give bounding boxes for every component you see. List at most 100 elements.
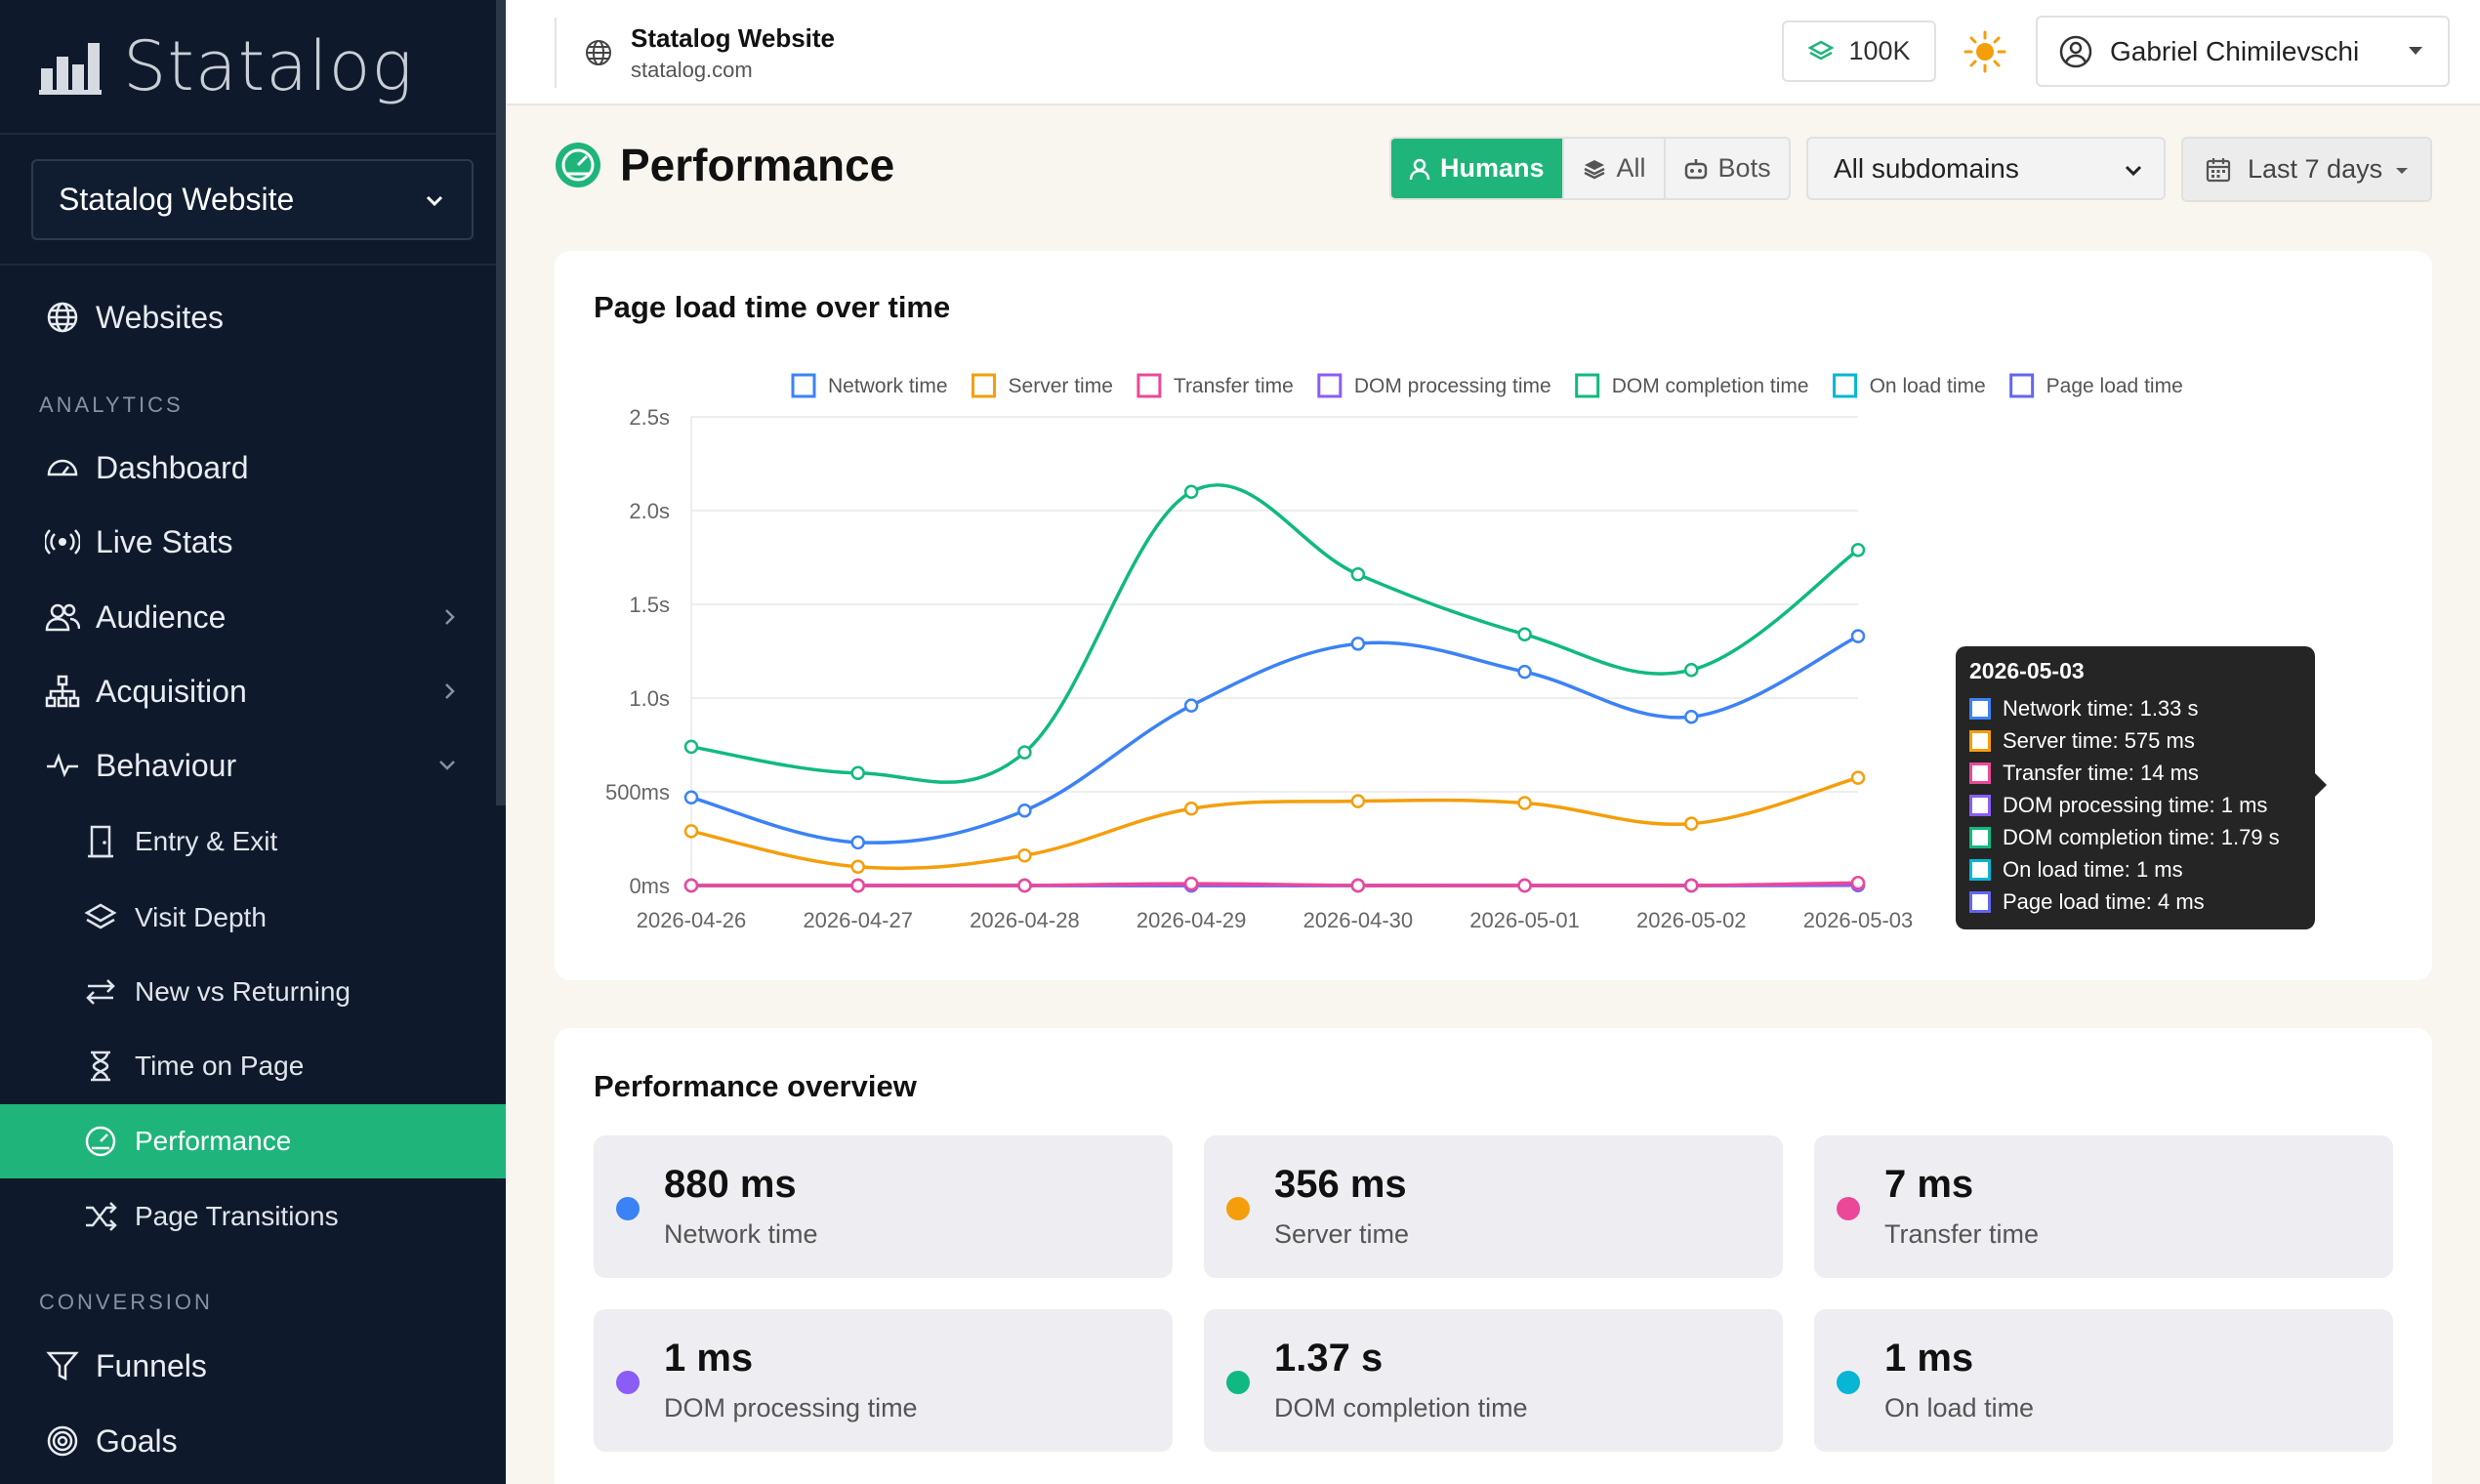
current-site[interactable]: Statalog Website statalog.com — [555, 18, 835, 88]
caret-down-icon — [2396, 168, 2408, 174]
data-point — [850, 765, 865, 781]
x-tick-label: 2026-05-01 — [1469, 908, 1580, 932]
arrows-exchange-icon — [84, 975, 117, 1009]
sidebar-item-acquisition[interactable]: Acquisition — [0, 654, 506, 728]
date-range-picker[interactable]: Last 7 days — [2181, 137, 2432, 202]
legend-swatch — [2009, 373, 2035, 398]
section-label-conversion: CONVERSION — [39, 1290, 213, 1314]
plan-badge[interactable]: 100K — [1782, 21, 1936, 82]
sun-icon[interactable] — [1961, 27, 2009, 76]
stat-dot — [1226, 1371, 1250, 1394]
sidebar-item-label: Behaviour — [96, 747, 237, 783]
x-tick-label: 2026-04-27 — [803, 908, 913, 932]
activity-icon — [45, 748, 80, 783]
tooltip-text: Server time: 575 ms — [2003, 727, 2195, 753]
tooltip-title: 2026-05-03 — [1969, 658, 2085, 683]
calendar-icon — [2206, 157, 2231, 182]
tooltip-swatch — [1969, 794, 1991, 816]
data-point — [850, 835, 865, 850]
site-name: Statalog Website — [631, 22, 836, 53]
sidebar-item-performance[interactable]: Performance — [0, 1104, 506, 1178]
y-tick-label: 1.0s — [629, 686, 670, 711]
sidebar-item-page-transitions[interactable]: Page Transitions — [0, 1179, 506, 1254]
chart-tooltip: 2026-05-03 Network time: 1.33 s Server ti… — [1956, 646, 2327, 929]
subdomain-select-value: All subdomains — [1834, 152, 2019, 184]
series-line — [690, 483, 1860, 784]
data-point — [1850, 876, 1866, 890]
user-icon — [1409, 158, 1430, 180]
divider — [0, 264, 496, 266]
data-point — [683, 824, 699, 839]
caret-down-icon — [2409, 47, 2422, 55]
tooltip-row: DOM completion time: 1.79 s — [1969, 821, 2301, 853]
hourglass-icon — [84, 1050, 117, 1083]
sidebar-item-live-stats[interactable]: Live Stats — [0, 505, 506, 579]
data-point — [1684, 878, 1699, 893]
filter-humans-button[interactable]: Humans — [1391, 139, 1564, 198]
data-point — [1350, 637, 1366, 651]
sidebar-item-label: Funnels — [96, 1347, 207, 1383]
sidebar-item-audience[interactable]: Audience — [0, 580, 506, 654]
data-point — [683, 878, 699, 893]
site-select[interactable]: Statalog Website — [31, 159, 474, 240]
data-point — [1850, 629, 1866, 643]
data-point — [1350, 567, 1366, 582]
data-point — [1517, 796, 1532, 810]
overview-title: Performance overview — [594, 1069, 917, 1103]
sidebar-item-websites[interactable]: Websites — [0, 280, 506, 354]
x-tick-label: 2026-05-03 — [1803, 908, 1914, 932]
y-tick-label: 2.0s — [629, 499, 670, 523]
filter-bots-button[interactable]: Bots — [1666, 139, 1789, 198]
data-point — [1183, 698, 1199, 713]
series-line — [690, 775, 1859, 871]
sidebar-scrollbar[interactable] — [496, 0, 506, 805]
sidebar-item-new-vs-returning[interactable]: New vs Returning — [0, 955, 506, 1029]
divider — [0, 133, 496, 135]
sidebar-item-label: Goals — [96, 1422, 178, 1459]
data-point — [1350, 794, 1366, 808]
data-point — [1850, 543, 1866, 557]
subdomain-select[interactable]: All subdomains — [1806, 137, 2166, 200]
bar-chart-logo-icon — [39, 43, 102, 95]
data-point — [1850, 770, 1866, 785]
filter-all-button[interactable]: All — [1564, 139, 1666, 198]
filter-bots-label: Bots — [1717, 153, 1771, 183]
legend-swatch — [1137, 373, 1162, 398]
section-label-analytics: ANALYTICS — [39, 392, 184, 417]
shuffle-icon — [84, 1200, 117, 1233]
sidebar-item-funnels[interactable]: Funnels — [0, 1329, 506, 1403]
filter-all-label: All — [1616, 153, 1646, 183]
target-icon — [45, 1423, 80, 1459]
tooltip-swatch — [1969, 697, 1991, 720]
data-point — [1183, 876, 1199, 891]
data-point — [683, 739, 699, 755]
stat-label: DOM completion time — [1274, 1393, 1528, 1422]
sidebar-item-behaviour[interactable]: Behaviour — [0, 728, 506, 803]
tooltip-swatch — [1969, 890, 1991, 913]
series-line — [690, 881, 1859, 887]
users-icon — [45, 599, 80, 635]
tooltip-row: Transfer time: 14 ms — [1969, 757, 2301, 789]
sidebar-item-goals[interactable]: Goals — [0, 1404, 506, 1478]
data-point — [1017, 745, 1032, 760]
user-menu[interactable]: Gabriel Chimilevschi — [2036, 16, 2450, 87]
sidebar-item-dashboard[interactable]: Dashboard — [0, 431, 506, 505]
door-icon — [84, 825, 117, 858]
tooltip-swatch — [1969, 826, 1991, 848]
sidebar-item-time-on-page[interactable]: Time on Page — [0, 1029, 506, 1103]
line-chart[interactable]: Network time Server time Transfer time DOM … — [555, 251, 2432, 980]
stat-dot — [1837, 1197, 1860, 1220]
stat-dot — [1226, 1197, 1250, 1220]
sidebar-item-entry-exit[interactable]: Entry & Exit — [0, 804, 506, 879]
legend-swatch — [1833, 373, 1858, 398]
tooltip-text: On load time: 1 ms — [2003, 856, 2183, 882]
page-title: Performance — [554, 139, 894, 191]
tooltip-text: Page load time: 4 ms — [2003, 888, 2205, 914]
data-point — [1684, 709, 1699, 724]
sidebar-item-visit-depth[interactable]: Visit Depth — [0, 881, 506, 955]
gauge-icon — [556, 143, 600, 187]
date-range-value: Last 7 days — [2248, 154, 2383, 184]
page-heading: Performance — [620, 140, 895, 190]
legend-label: DOM completion time — [1612, 375, 1809, 397]
brand-logo[interactable]: Statalog — [39, 26, 413, 106]
